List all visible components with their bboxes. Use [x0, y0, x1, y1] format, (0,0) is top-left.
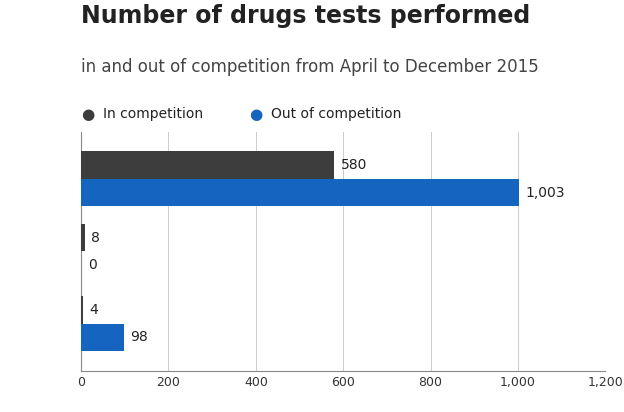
Text: ●: ● [81, 107, 94, 122]
Text: 98: 98 [130, 330, 149, 344]
Text: in and out of competition from April to December 2015: in and out of competition from April to … [81, 58, 539, 76]
Bar [81, 151, 334, 179]
Text: In competition: In competition [103, 107, 203, 121]
Text: 8: 8 [91, 231, 100, 245]
Text: 1,003: 1,003 [526, 186, 565, 200]
Text: 4: 4 [89, 303, 98, 317]
Text: Number of drugs tests performed: Number of drugs tests performed [81, 4, 530, 28]
Bar [81, 224, 85, 251]
Text: 580: 580 [341, 158, 368, 172]
Bar [81, 324, 124, 351]
Bar [81, 179, 519, 206]
Text: ●: ● [250, 107, 263, 122]
Bar [81, 296, 83, 324]
Text: 0: 0 [87, 258, 97, 272]
Text: Out of competition: Out of competition [271, 107, 402, 121]
